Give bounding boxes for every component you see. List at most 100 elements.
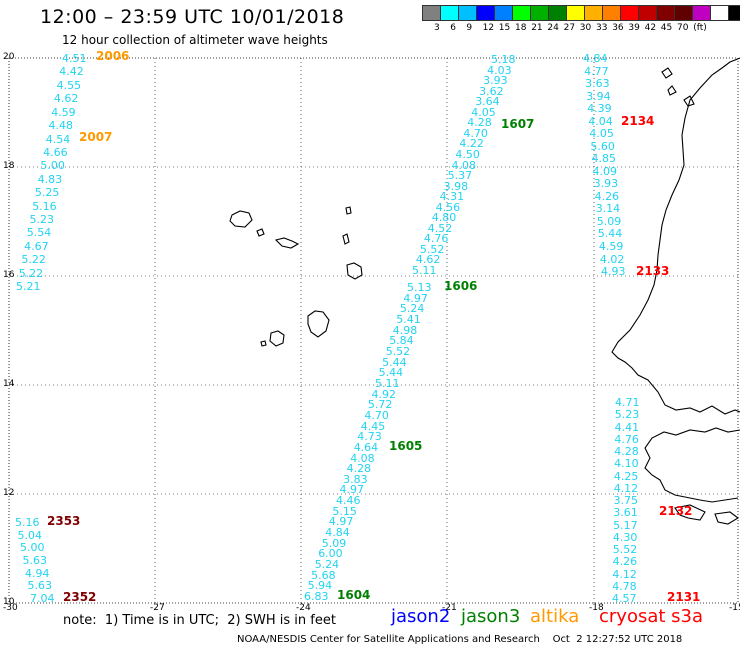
- swh-value: 4.59: [598, 239, 624, 253]
- color-scale-tick: 30: [579, 23, 592, 33]
- pass-time-label: 2352: [63, 590, 97, 604]
- swh-value: 4.12: [613, 481, 639, 495]
- swh-value: 4.51: [62, 52, 87, 65]
- color-scale-tick: 3: [434, 23, 440, 33]
- color-scale-tick: 27: [563, 23, 576, 33]
- swh-value: 3.63: [585, 77, 610, 91]
- pass-time-label: 1605: [389, 439, 423, 453]
- swh-value: 4.31: [439, 190, 465, 204]
- swh-value: 4.41: [614, 420, 640, 434]
- swh-value: 4.12: [612, 567, 637, 581]
- swh-value: 5.60: [590, 139, 615, 153]
- page-title: 12:00 – 23:59 UTC 10/01/2018: [40, 6, 345, 28]
- swh-value: 4.83: [37, 172, 63, 186]
- canary-islands: [661, 67, 695, 107]
- swh-value: 4.04: [588, 114, 613, 128]
- swh-value: 5.11: [412, 264, 437, 277]
- swh-value: 4.10: [614, 457, 639, 471]
- swh-value: 5.52: [385, 344, 411, 358]
- swh-value: 4.28: [467, 116, 492, 130]
- cape-verde-santo-antao: [229, 210, 253, 228]
- swh-value: 4.28: [614, 445, 639, 458]
- swh-value: 4.03: [487, 63, 512, 77]
- swh-value: 6.83: [304, 590, 329, 603]
- swh-value: 5.04: [17, 528, 43, 542]
- color-scale-tick: 45: [660, 23, 673, 33]
- pass-time-label: 2007: [79, 130, 113, 144]
- swh-value: 5.09: [596, 214, 622, 228]
- pass-time-label: 2353: [47, 514, 81, 528]
- cape-verde-fogo: [269, 330, 285, 347]
- swh-value: 5.21: [16, 280, 41, 293]
- swh-value: 4.08: [451, 158, 477, 172]
- swh-value: 4.02: [599, 252, 625, 266]
- swh-value: 4.09: [592, 164, 618, 178]
- swh-value: 5.17: [613, 518, 638, 532]
- guinea-islands: [674, 504, 739, 525]
- swh-value: 3.62: [479, 84, 504, 98]
- swh-value: 4.66: [43, 145, 68, 159]
- swh-value: 5.11: [375, 376, 400, 390]
- map-frame: [8, 57, 739, 604]
- pass-time-label: 1606: [444, 279, 478, 293]
- swh-value: 4.70: [364, 408, 389, 422]
- swh-value: 5.16: [15, 516, 40, 529]
- swh-value: 7.04: [30, 592, 55, 605]
- guinea-coastline: [644, 427, 740, 503]
- swh-value: 5.00: [20, 541, 45, 555]
- color-scale-tick: 18: [515, 23, 527, 33]
- swh-value: 4.80: [431, 211, 457, 225]
- swh-value: 5.52: [419, 242, 445, 256]
- color-scale-tick: 21: [531, 23, 543, 33]
- swh-value: 5.68: [311, 568, 336, 582]
- color-scale-tick: 36: [612, 23, 624, 33]
- swh-value: 4.42: [59, 65, 84, 79]
- swh-value: 4.77: [584, 64, 609, 78]
- swh-value: 4.39: [587, 102, 612, 116]
- swh-value: 4.05: [471, 105, 496, 119]
- color-scale-tick: 70: [677, 23, 689, 33]
- lat-tick-label: 20: [3, 52, 15, 62]
- color-scale-tick: 33: [596, 23, 608, 33]
- lon-tick-label: -15: [729, 603, 740, 613]
- swh-value: 4.08: [350, 451, 375, 465]
- page-subtitle: 12 hour collection of altimeter wave hei…: [62, 33, 328, 47]
- swh-value: 3.64: [475, 95, 500, 109]
- color-scale-tick: (ft): [693, 23, 707, 33]
- lon-tick-label: -21: [442, 603, 457, 613]
- swh-value: 4.25: [613, 469, 639, 483]
- lon-tick-label: -24: [296, 603, 311, 613]
- swh-value: 4.97: [339, 483, 365, 497]
- swh-value: 5.23: [614, 408, 640, 422]
- swh-value: 5.23: [29, 212, 55, 226]
- grid-lines: [9, 58, 738, 603]
- swh-value: 3.93: [483, 74, 508, 88]
- pass-time-label: 2132: [659, 504, 693, 518]
- swh-value: 4.71: [615, 396, 640, 409]
- credit-footer: NOAA/NESDIS Center for Satellite Applica…: [237, 634, 683, 645]
- swh-value: 4.92: [371, 387, 397, 401]
- pass-time-label: 2133: [636, 264, 670, 278]
- cape-verde-sao-nicolau: [274, 237, 300, 249]
- lat-tick-label: 16: [3, 270, 15, 280]
- swh-value: 3.83: [343, 472, 368, 486]
- swh-value: 4.59: [51, 105, 76, 119]
- color-scale-tick: 6: [450, 23, 456, 33]
- swh-value: 4.28: [346, 462, 372, 476]
- swh-value: 5.22: [21, 253, 46, 267]
- swh-value: 3.94: [586, 89, 611, 103]
- swh-value: 5.25: [34, 186, 60, 200]
- swh-value: 4.26: [612, 555, 638, 569]
- swh-value: 3.14: [595, 202, 621, 216]
- lat-tick-label: 12: [3, 488, 15, 498]
- lat-tick-label: 10: [3, 597, 15, 607]
- cape-verde-sao-vicente: [256, 228, 265, 237]
- swh-value: 4.64: [353, 440, 379, 454]
- pass-time-label: 1607: [501, 117, 535, 131]
- swh-value: 4.22: [459, 137, 484, 151]
- color-swatch: [728, 5, 740, 21]
- swh-value: 4.30: [612, 530, 638, 544]
- pass-time-label: 2006: [96, 49, 130, 63]
- swh-value: 3.93: [593, 177, 619, 191]
- swh-value: 4.76: [614, 432, 639, 446]
